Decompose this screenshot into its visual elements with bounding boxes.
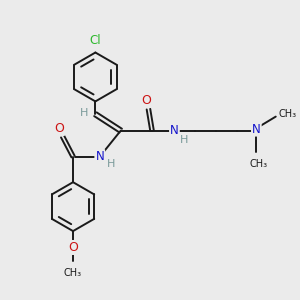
- Text: H: H: [80, 108, 88, 118]
- Text: H: H: [180, 135, 188, 145]
- Text: N: N: [170, 124, 179, 137]
- Text: CH₃: CH₃: [64, 268, 82, 278]
- Text: CH₃: CH₃: [249, 159, 267, 169]
- Text: O: O: [68, 241, 78, 254]
- Text: H: H: [107, 159, 115, 169]
- Text: O: O: [141, 94, 151, 107]
- Text: O: O: [54, 122, 64, 135]
- Text: N: N: [252, 123, 261, 136]
- Text: N: N: [95, 150, 104, 163]
- Text: CH₃: CH₃: [278, 109, 296, 118]
- Text: Cl: Cl: [90, 34, 101, 46]
